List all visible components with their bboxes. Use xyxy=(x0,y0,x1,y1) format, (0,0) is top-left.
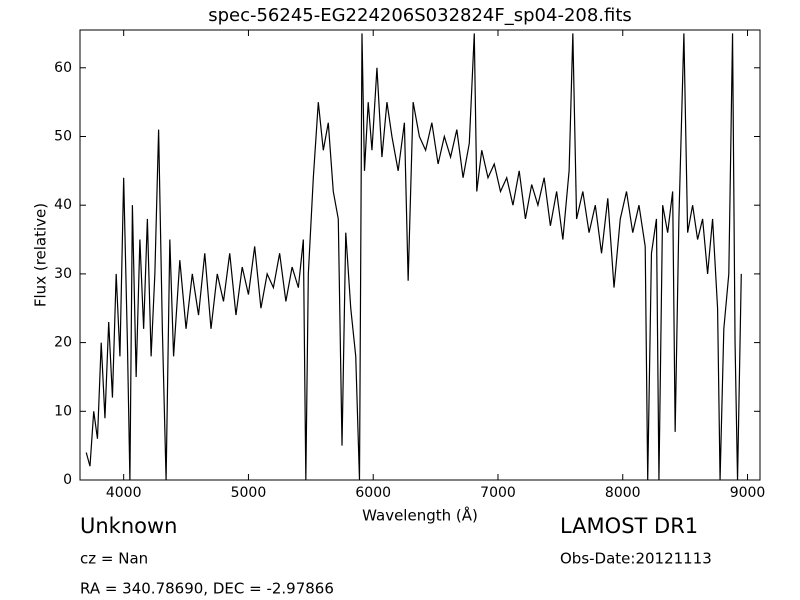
x-tick-label: 4000 xyxy=(106,485,142,501)
y-axis-label: Flux (relative) xyxy=(32,203,50,307)
spectrum-line xyxy=(85,33,742,480)
object-class: Unknown xyxy=(80,514,177,538)
y-tick-label: 10 xyxy=(54,403,72,419)
x-tick-label: 7000 xyxy=(480,485,516,501)
y-tick-label: 50 xyxy=(54,128,72,144)
chart-title: spec-56245-EG224206S032824F_sp04-208.fit… xyxy=(208,5,632,26)
survey: LAMOST DR1 xyxy=(560,514,698,538)
cz-note: cz = Nan xyxy=(80,550,148,568)
x-tick-label: 6000 xyxy=(355,485,391,501)
plot-frame xyxy=(79,29,761,481)
plot-area: 4000 5000 6000 7000 8000 9000 0 10 20 30 40 50 60 xyxy=(54,29,766,501)
y-tick-label: 40 xyxy=(54,197,72,213)
y-tick-label: 20 xyxy=(54,335,72,351)
y-tick-label: 60 xyxy=(54,60,72,76)
x-axis-label: Wavelength (Å) xyxy=(362,506,478,525)
x-tick-label: 5000 xyxy=(231,485,267,501)
obs-date: Obs-Date:20121113 xyxy=(560,550,712,568)
coordinates: RA = 340.78690, DEC = -2.97866 xyxy=(80,580,334,598)
y-tick-label: 30 xyxy=(54,266,72,282)
x-tick-label: 8000 xyxy=(605,485,641,501)
x-tick-label: 9000 xyxy=(730,485,766,501)
y-tick-label: 0 xyxy=(63,472,72,488)
